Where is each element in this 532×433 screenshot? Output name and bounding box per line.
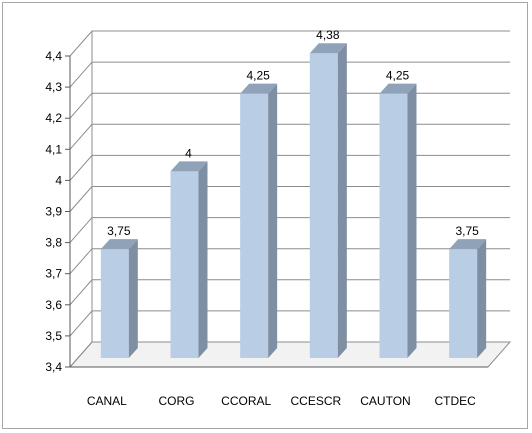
gridline [69, 154, 510, 181]
bar-top [309, 43, 347, 54]
data-label: 4,38 [316, 28, 340, 42]
x-tick-label: CORG [159, 394, 195, 408]
bar-side [407, 83, 417, 359]
x-tick-label: CAUTON [360, 394, 410, 408]
y-tick-label: 4,3 [45, 80, 62, 94]
data-label: 4,25 [246, 69, 270, 83]
y-tick-label: 3,6 [45, 298, 62, 312]
bar-top [170, 161, 208, 172]
gridline [69, 123, 510, 150]
bar-front [449, 249, 478, 358]
data-label: 3,75 [455, 224, 479, 238]
x-tick-label: CTDEC [434, 394, 476, 408]
bar-front [379, 93, 408, 359]
y-tick-label: 4 [55, 173, 62, 187]
gridline [69, 61, 510, 88]
y-tick-label: 3,9 [45, 205, 62, 219]
y-tick-label: 3,5 [45, 329, 62, 343]
gridline [69, 186, 510, 212]
x-tick-label: CCESCR [290, 394, 341, 408]
gridline [69, 92, 510, 119]
y-tick-label: 4,4 [45, 49, 62, 63]
bar-front [309, 53, 338, 358]
bar-front [170, 171, 199, 358]
data-label: 4,25 [386, 69, 410, 83]
data-label: 4 [185, 146, 192, 160]
y-tick-label: 4,2 [45, 111, 62, 125]
gridline [69, 217, 510, 243]
bar-side [128, 239, 138, 358]
x-tick-label: CANAL [87, 394, 127, 408]
bar-top [379, 83, 417, 94]
bar-top [100, 239, 138, 250]
bar-side [198, 161, 208, 358]
bar-side [337, 43, 347, 358]
bar-side [268, 83, 278, 359]
y-tick-label: 4,1 [45, 142, 62, 156]
bar-front [240, 93, 269, 359]
gridline [69, 30, 510, 57]
bar-front [100, 249, 129, 358]
bar-top [449, 239, 487, 250]
bar-side [477, 239, 487, 358]
y-tick-label: 3,4 [45, 360, 62, 374]
y-tick-label: 3,8 [45, 236, 62, 250]
data-label: 3,75 [107, 224, 131, 238]
y-tick-label: 3,7 [45, 267, 62, 281]
x-tick-label: CCORAL [221, 394, 271, 408]
bar-top [240, 83, 278, 94]
